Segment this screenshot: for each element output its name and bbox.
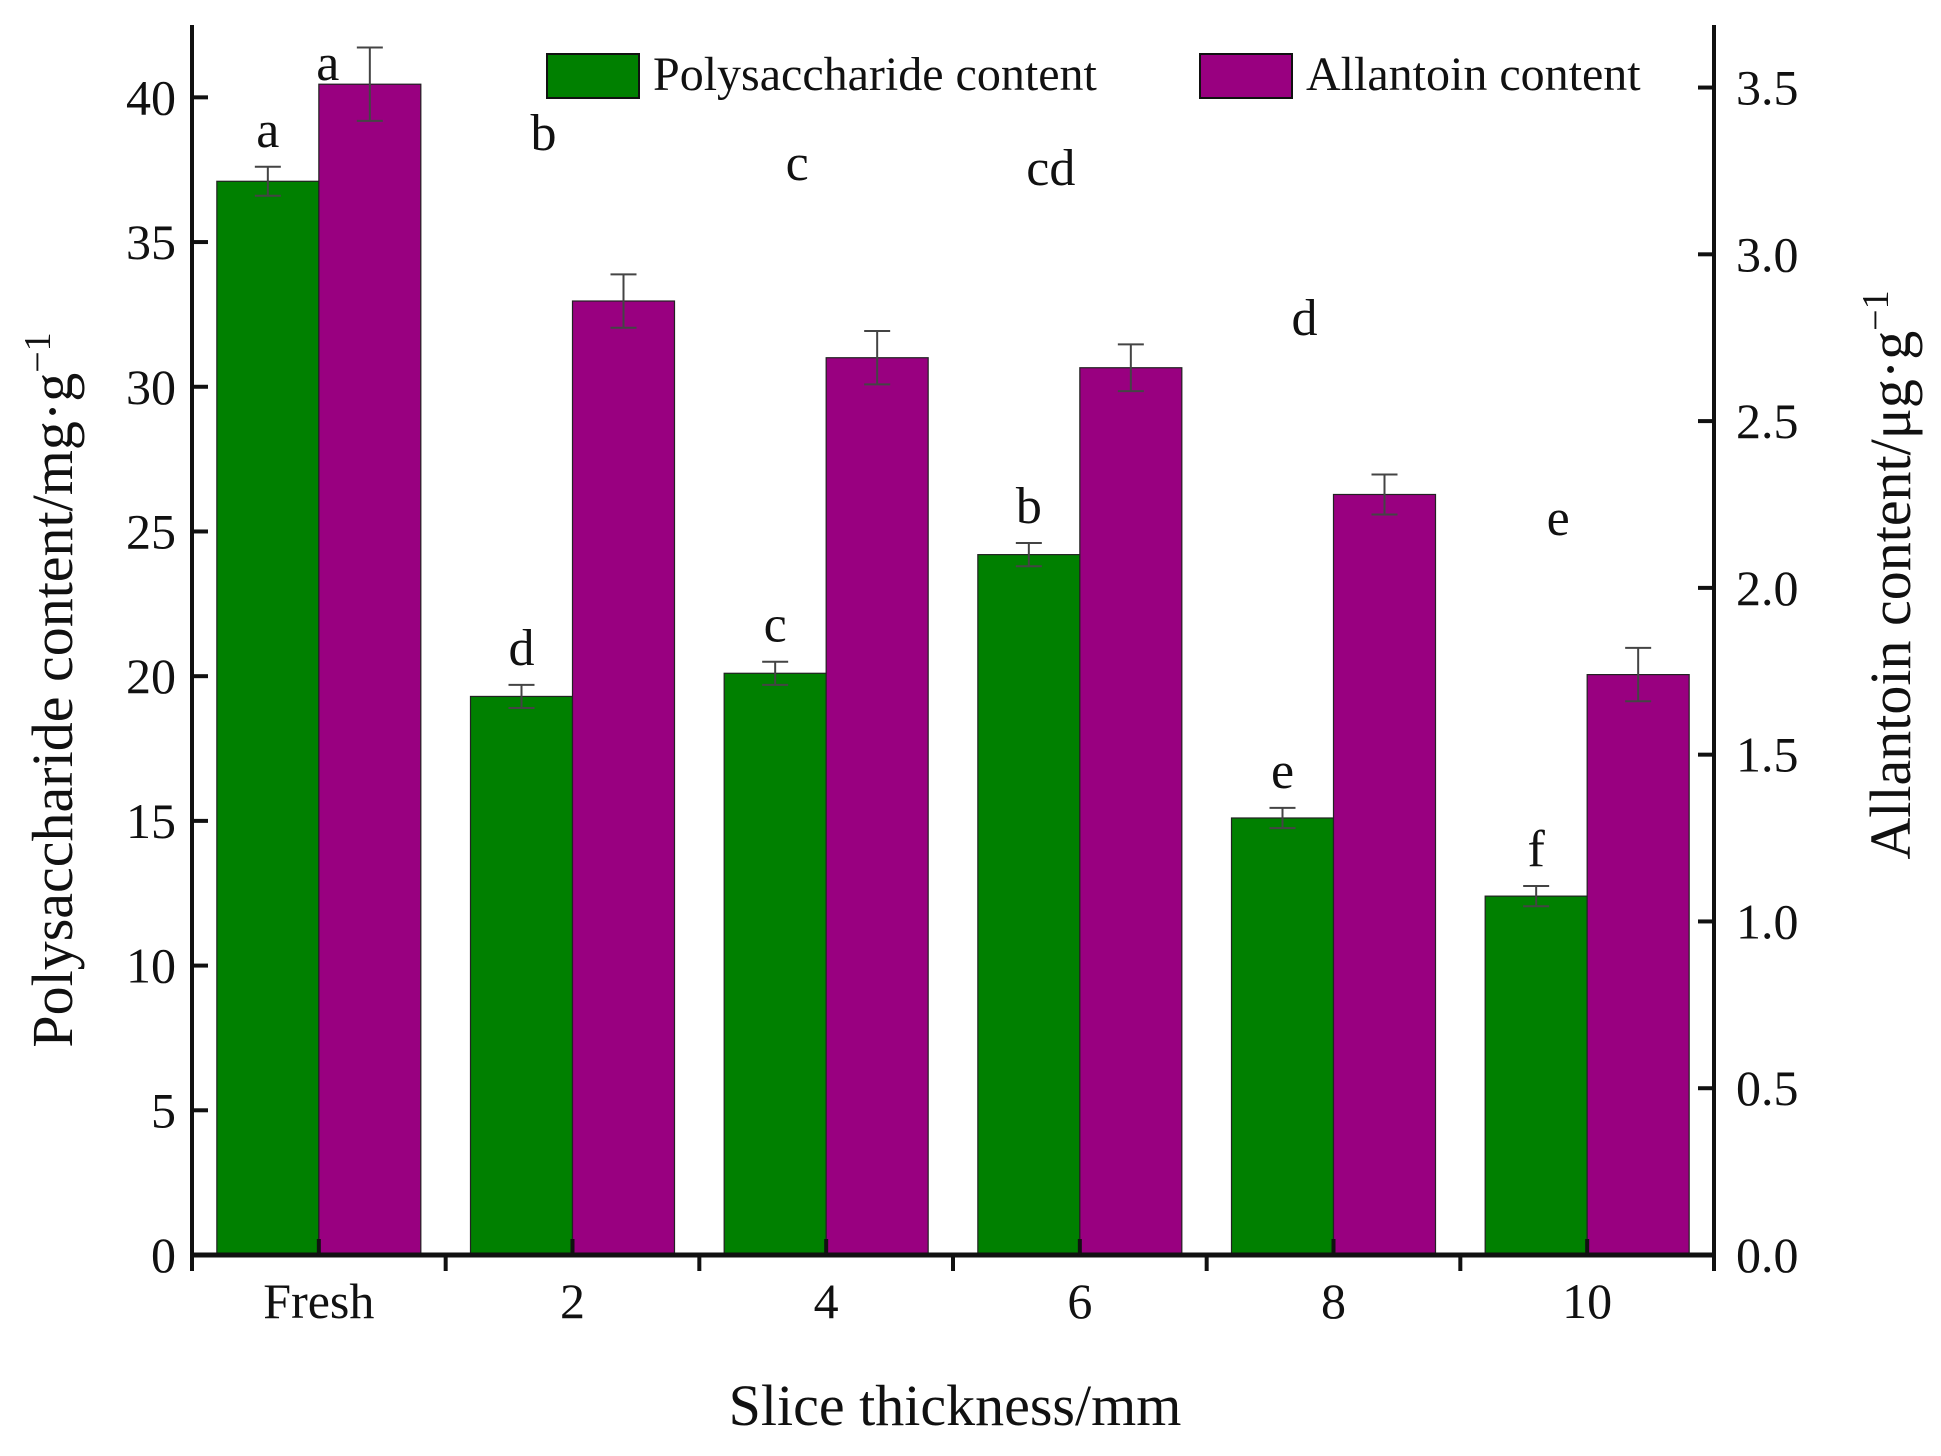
bar-allantoin-10 [1586,674,1690,1256]
y-left-tick-label-35: 35 [126,214,176,270]
x-tick-label-10: 10 [1562,1273,1612,1329]
y-left-tick-label-15: 15 [126,793,176,849]
bar-allantoin-Fresh [318,83,422,1256]
sig-letter-polysaccharide-Fresh: a [256,102,279,159]
error-bar-polysaccharide-2 [508,683,535,710]
y-right-tick-label-2.0: 2.0 [1736,560,1799,616]
error-bar-allantoin-8 [1371,473,1398,516]
bar-allantoin-2 [571,300,676,1256]
y-left-tick-label-25: 25 [126,503,176,559]
bar-polysaccharide-2 [469,695,574,1256]
x-tick-label-4: 4 [814,1273,839,1329]
y-axis-right-title-text: Allantoin content/μg·g [1858,331,1923,860]
y-left-tick-label-40: 40 [126,69,176,125]
y-left-tick-label-5: 5 [151,1082,176,1138]
y-right-tick-label-3.0: 3.0 [1736,226,1799,282]
error-bar-allantoin-4 [864,330,891,386]
legend: Polysaccharide content Allantoin content [546,48,1641,101]
error-bar-polysaccharide-10 [1523,885,1550,908]
sig-letter-allantoin-4: c [786,135,809,192]
y-axis-left-title-text: Polysaccharide content/mg·g [20,373,85,1048]
bar-allantoin-6 [1079,367,1183,1256]
y-left-tick-label-30: 30 [126,359,176,415]
x-tick-label-8: 8 [1321,1273,1346,1329]
error-bar-allantoin-2 [610,273,637,329]
error-bar-polysaccharide-8 [1269,806,1296,830]
bar-polysaccharide-10 [1484,895,1588,1256]
bars-layer [216,46,1690,1256]
sig-letter-polysaccharide-6: b [1016,478,1042,535]
bar-polysaccharide-Fresh [216,180,320,1256]
error-bar-allantoin-Fresh [356,46,383,122]
y-left-tick-label-10: 10 [126,938,176,994]
error-bar-polysaccharide-6 [1015,542,1042,568]
y-right-tick-label-0.0: 0.0 [1736,1227,1799,1283]
bar-allantoin-4 [825,357,929,1256]
bar-polysaccharide-8 [1230,817,1335,1256]
x-tick-label-6: 6 [1067,1273,1092,1329]
y-right-tick-label-0.5: 0.5 [1736,1060,1799,1116]
y-right-tick-label-1.5: 1.5 [1736,727,1799,783]
axes-layer [190,25,1716,1271]
y-axis-left-title: Polysaccharide content/mg·g−1 [17,332,85,1047]
error-bar-polysaccharide-Fresh [254,165,281,197]
y-axis-left-title-exponent: −1 [17,332,59,372]
sig-letter-allantoin-6: cd [1026,140,1075,197]
sig-letter-allantoin-8: d [1292,290,1318,347]
labels-layer: 0 5 10 15 20 25 30 35 40 0.0 0.5 1.0 1.5 2.0 2.5 3.0 3.5… [126,35,1799,1329]
x-axis-title: Slice thickness/mm [729,1373,1182,1438]
bar-polysaccharide-6 [977,554,1081,1256]
sig-letter-polysaccharide-2: d [509,620,535,677]
sig-letter-allantoin-Fresh: a [316,35,339,92]
x-tick-label-2: 2 [560,1273,585,1329]
legend-label-allantoin: Allantoin content [1306,48,1641,101]
y-left-tick-label-0: 0 [151,1227,176,1283]
legend-swatch-allantoin [1199,53,1293,99]
sig-letter-polysaccharide-8: e [1271,743,1294,800]
y-right-tick-label-1.0: 1.0 [1736,893,1799,949]
sig-letter-allantoin-2: b [531,105,557,162]
bar-polysaccharide-4 [723,672,827,1256]
legend-swatch-polysaccharide [546,53,640,99]
error-bar-allantoin-10 [1625,646,1652,703]
y-left-tick-label-20: 20 [126,648,176,704]
y-right-tick-label-3.5: 3.5 [1736,60,1799,116]
sig-letter-allantoin-10: e [1547,490,1570,547]
sig-letter-polysaccharide-4: c [764,597,787,654]
legend-label-polysaccharide: Polysaccharide content [653,48,1098,101]
bar-allantoin-8 [1332,493,1437,1256]
y-axis-right-title-exponent: −1 [1855,290,1897,330]
sig-letter-polysaccharide-10: f [1528,821,1546,878]
y-axis-right-title: Allantoin content/μg·g−1 [1855,290,1923,859]
error-bar-allantoin-6 [1117,343,1144,393]
y-right-tick-label-2.5: 2.5 [1736,393,1799,449]
error-bar-polysaccharide-4 [762,660,789,686]
x-tick-label-Fresh: Fresh [263,1273,374,1329]
